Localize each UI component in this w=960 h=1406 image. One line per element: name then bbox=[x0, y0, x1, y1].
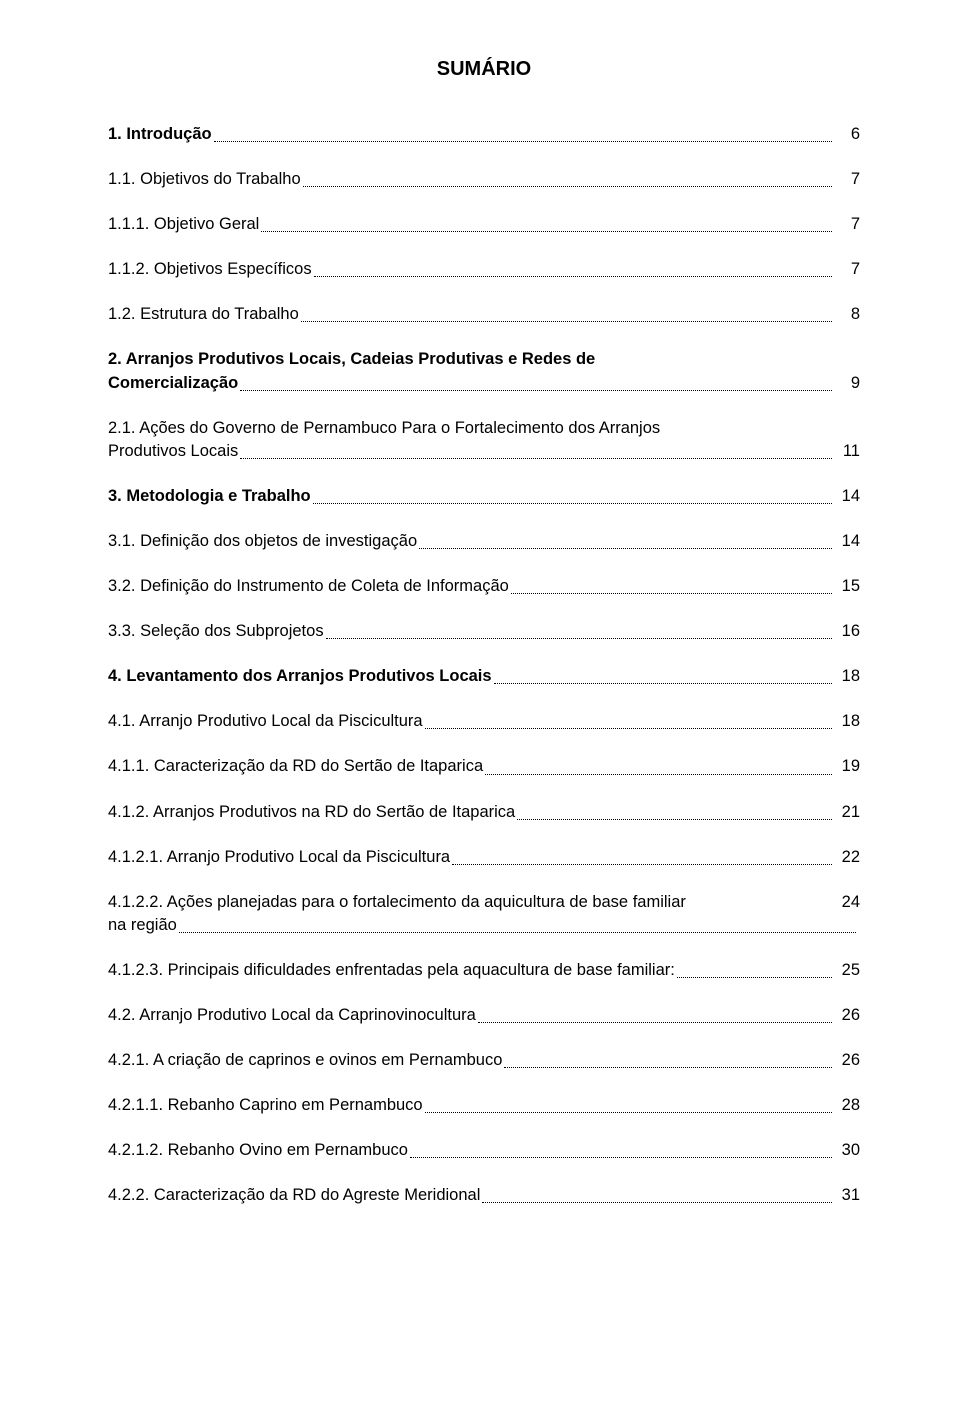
toc-page: 9 bbox=[836, 372, 860, 395]
toc-entry: 4.1.1. Caracterização da RD do Sertão de… bbox=[108, 755, 860, 778]
toc-dots bbox=[517, 819, 832, 820]
toc-page: 6 bbox=[836, 123, 860, 146]
toc-entry: 4.2. Arranjo Produtivo Local da Caprinov… bbox=[108, 1004, 860, 1027]
toc-entry: 4.2.1.2. Rebanho Ovino em Pernambuco 30 bbox=[108, 1139, 860, 1162]
toc-dots bbox=[301, 321, 832, 322]
toc-dots bbox=[410, 1157, 832, 1158]
toc-entry: 1.1.2. Objetivos Específicos 7 bbox=[108, 258, 860, 281]
toc-entry: 3.1. Definição dos objetos de investigaç… bbox=[108, 530, 860, 553]
toc-label: 4.2.2. Caracterização da RD do Agreste M… bbox=[108, 1184, 480, 1207]
toc-dots bbox=[452, 864, 832, 865]
toc-page: 8 bbox=[836, 303, 860, 326]
toc-dots bbox=[482, 1202, 832, 1203]
toc-entry: 3.3. Seleção dos Subprojetos 16 bbox=[108, 620, 860, 643]
toc-entry: 4.2.1. A criação de caprinos e ovinos em… bbox=[108, 1049, 860, 1072]
toc-label: 1.2. Estrutura do Trabalho bbox=[108, 303, 299, 326]
toc-page: 7 bbox=[836, 258, 860, 281]
toc-label: 4.1.2.3. Principais dificuldades enfrent… bbox=[108, 959, 675, 982]
toc-label: 3.1. Definição dos objetos de investigaç… bbox=[108, 530, 417, 553]
toc-label: 1.1.2. Objetivos Específicos bbox=[108, 258, 312, 281]
toc-label: 4.2. Arranjo Produtivo Local da Caprinov… bbox=[108, 1004, 476, 1027]
toc-label: 4.1.1. Caracterização da RD do Sertão de… bbox=[108, 755, 483, 778]
toc-dots bbox=[494, 683, 832, 684]
toc-label: 4.1.2.1. Arranjo Produtivo Local da Pisc… bbox=[108, 846, 450, 869]
toc-label: 4.1.2.2. Ações planejadas para o fortale… bbox=[108, 891, 824, 914]
toc-label: 3.2. Definição do Instrumento de Coleta … bbox=[108, 575, 509, 598]
toc-label: 1. Introdução bbox=[108, 123, 212, 146]
toc-label: 4.1.2. Arranjos Produtivos na RD do Sert… bbox=[108, 801, 515, 824]
toc-page: 21 bbox=[836, 801, 860, 824]
toc-entry: 4.1.2.2. Ações planejadas para o fortale… bbox=[108, 891, 860, 937]
toc-entry: 3. Metodologia e Trabalho 14 bbox=[108, 485, 860, 508]
toc-dots bbox=[314, 276, 832, 277]
toc-label: Comercialização bbox=[108, 372, 238, 395]
toc-page: 25 bbox=[836, 959, 860, 982]
toc-dots bbox=[425, 1112, 832, 1113]
toc-dots bbox=[478, 1022, 832, 1023]
toc-entry: 4.1.2. Arranjos Produtivos na RD do Sert… bbox=[108, 801, 860, 824]
toc-dots bbox=[303, 186, 832, 187]
toc-entry: 2.1. Ações do Governo de Pernambuco Para… bbox=[108, 417, 860, 463]
toc-dots bbox=[485, 774, 832, 775]
toc-dots bbox=[240, 390, 832, 391]
toc-dots bbox=[419, 548, 832, 549]
toc-dots bbox=[504, 1067, 832, 1068]
toc-entry: 1.1. Objetivos do Trabalho 7 bbox=[108, 168, 860, 191]
toc-page: 16 bbox=[836, 620, 860, 643]
toc-page: 15 bbox=[836, 575, 860, 598]
toc-entry: 4.1. Arranjo Produtivo Local da Piscicul… bbox=[108, 710, 860, 733]
toc-entry: 4.2.1.1. Rebanho Caprino em Pernambuco 28 bbox=[108, 1094, 860, 1117]
toc-dots bbox=[677, 977, 832, 978]
toc-entry: 4.1.2.3. Principais dificuldades enfrent… bbox=[108, 959, 860, 982]
toc-page: 28 bbox=[836, 1094, 860, 1117]
toc-entry: 1. Introdução 6 bbox=[108, 123, 860, 146]
toc-dots bbox=[313, 503, 832, 504]
toc-page: 7 bbox=[836, 168, 860, 191]
toc-page: 30 bbox=[836, 1139, 860, 1162]
toc-dots bbox=[425, 728, 832, 729]
toc-page: 18 bbox=[836, 710, 860, 733]
toc-dots bbox=[511, 593, 832, 594]
toc-label: 4.2.1.1. Rebanho Caprino em Pernambuco bbox=[108, 1094, 423, 1117]
toc-page: 19 bbox=[836, 755, 860, 778]
page-title: SUMÁRIO bbox=[108, 58, 860, 81]
toc-page: 22 bbox=[836, 846, 860, 869]
toc-page: 24 bbox=[836, 891, 860, 914]
toc-label: 2.1. Ações do Governo de Pernambuco Para… bbox=[108, 419, 660, 437]
toc-label: 4.2.1. A criação de caprinos e ovinos em… bbox=[108, 1049, 502, 1072]
toc-page: 26 bbox=[836, 1049, 860, 1072]
toc-label: 4. Levantamento dos Arranjos Produtivos … bbox=[108, 665, 492, 688]
toc-entry: 4. Levantamento dos Arranjos Produtivos … bbox=[108, 665, 860, 688]
toc-page: 14 bbox=[836, 530, 860, 553]
toc-label: na região bbox=[108, 914, 177, 937]
toc-entry: 2. Arranjos Produtivos Locais, Cadeias P… bbox=[108, 348, 860, 394]
toc-dots bbox=[240, 458, 832, 459]
toc-entry: 1.1.1. Objetivo Geral 7 bbox=[108, 213, 860, 236]
toc-label: 4.1. Arranjo Produtivo Local da Piscicul… bbox=[108, 710, 423, 733]
toc-label: 3.3. Seleção dos Subprojetos bbox=[108, 620, 324, 643]
table-of-contents: 1. Introdução 6 1.1. Objetivos do Trabalho… bbox=[108, 123, 860, 1207]
toc-entry: 4.2.2. Caracterização da RD do Agreste M… bbox=[108, 1184, 860, 1207]
toc-label: 3. Metodologia e Trabalho bbox=[108, 485, 311, 508]
toc-dots bbox=[179, 932, 856, 933]
toc-label: 1.1. Objetivos do Trabalho bbox=[108, 168, 301, 191]
toc-dots bbox=[261, 231, 832, 232]
toc-dots bbox=[214, 141, 832, 142]
toc-page: 11 bbox=[836, 440, 860, 463]
toc-page: 18 bbox=[836, 665, 860, 688]
toc-entry: 1.2. Estrutura do Trabalho 8 bbox=[108, 303, 860, 326]
toc-page: 26 bbox=[836, 1004, 860, 1027]
toc-label: Produtivos Locais bbox=[108, 440, 238, 463]
toc-page: 31 bbox=[836, 1184, 860, 1207]
toc-page: 7 bbox=[836, 213, 860, 236]
toc-entry: 4.1.2.1. Arranjo Produtivo Local da Pisc… bbox=[108, 846, 860, 869]
toc-label: 1.1.1. Objetivo Geral bbox=[108, 213, 259, 236]
toc-label: 2. Arranjos Produtivos Locais, Cadeias P… bbox=[108, 350, 595, 368]
toc-dots bbox=[326, 638, 832, 639]
toc-page: 14 bbox=[836, 485, 860, 508]
toc-label: 4.2.1.2. Rebanho Ovino em Pernambuco bbox=[108, 1139, 408, 1162]
toc-entry: 3.2. Definição do Instrumento de Coleta … bbox=[108, 575, 860, 598]
